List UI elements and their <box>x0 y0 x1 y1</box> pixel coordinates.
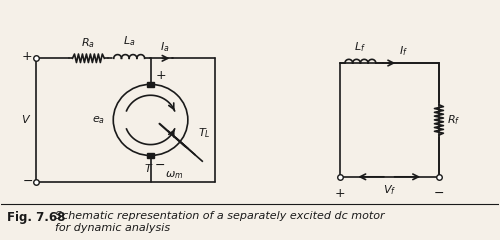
Text: +: + <box>334 187 345 200</box>
Text: $\omega_m$: $\omega_m$ <box>166 169 184 180</box>
Text: Schematic representation of a separately excited dc motor
for dynamic analysis: Schematic representation of a separately… <box>55 211 384 233</box>
Text: +: + <box>156 69 166 83</box>
Text: V: V <box>21 115 28 125</box>
Bar <box>148 153 154 158</box>
Text: $V_f$: $V_f$ <box>382 183 396 197</box>
Bar <box>148 82 154 87</box>
Text: $T_L$: $T_L$ <box>198 126 211 140</box>
Text: −: − <box>434 187 444 200</box>
Text: $L_a$: $L_a$ <box>123 35 136 48</box>
Text: $I_a$: $I_a$ <box>160 40 169 54</box>
Text: $e_a$: $e_a$ <box>92 114 105 126</box>
Text: $R_a$: $R_a$ <box>82 36 96 50</box>
Text: $L_f$: $L_f$ <box>354 41 366 54</box>
Text: $I_f$: $I_f$ <box>398 44 407 58</box>
Text: −: − <box>154 159 165 172</box>
Text: T: T <box>144 164 151 174</box>
Text: −: − <box>22 175 32 188</box>
Text: Fig. 7.68: Fig. 7.68 <box>8 211 66 224</box>
Text: +: + <box>22 50 32 63</box>
Text: $R_f$: $R_f$ <box>447 113 460 127</box>
